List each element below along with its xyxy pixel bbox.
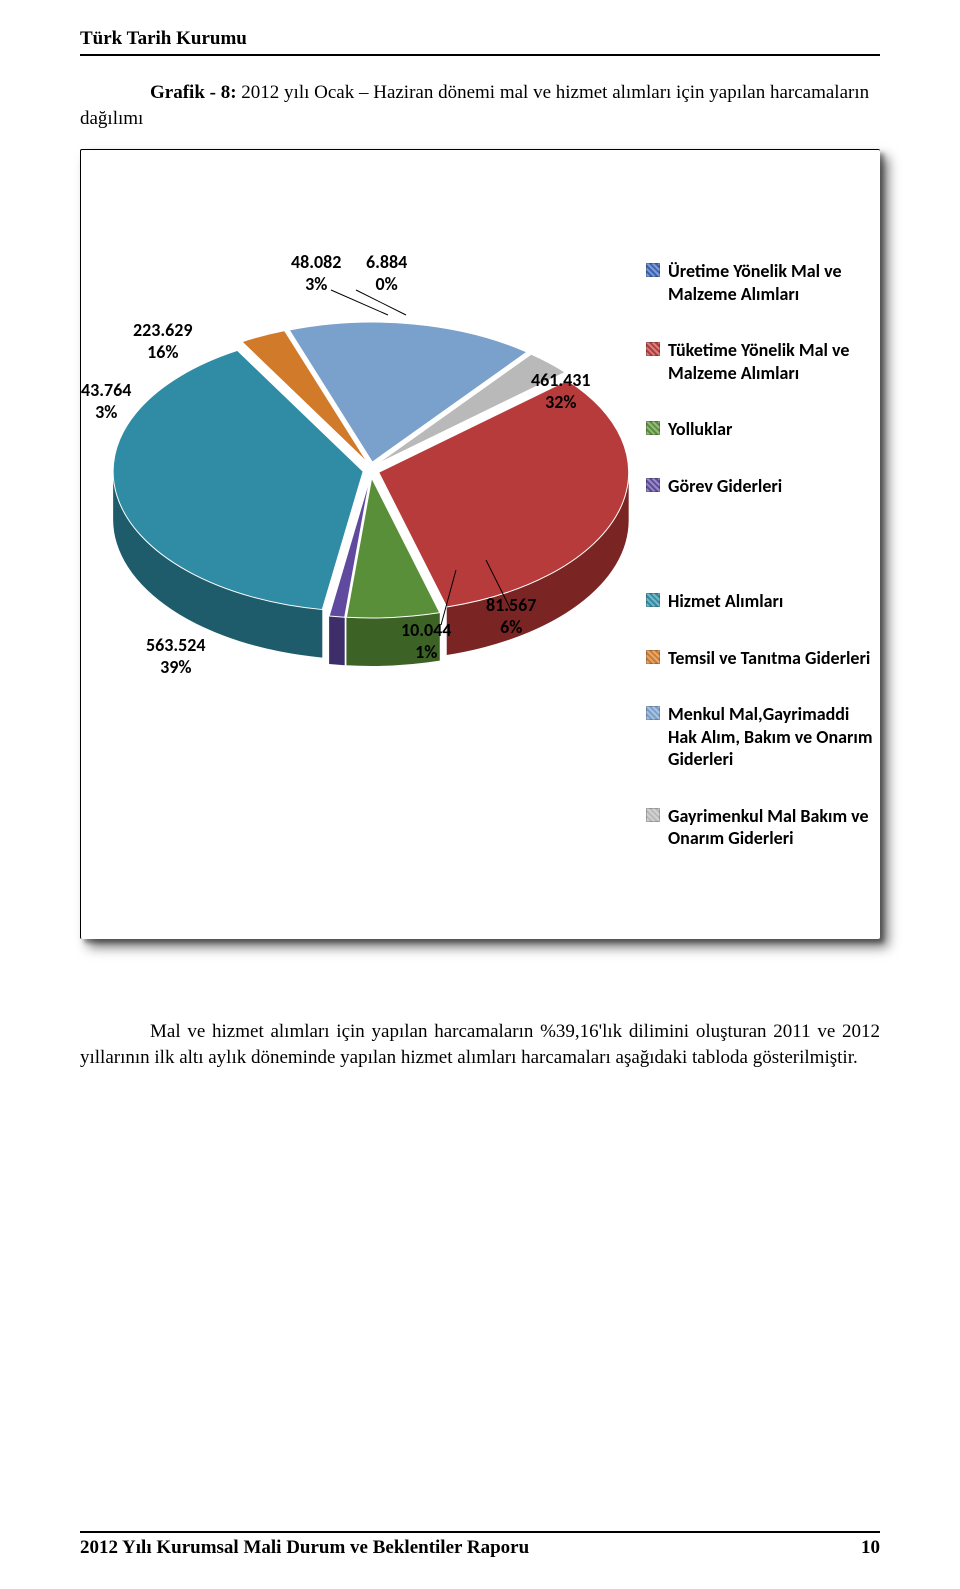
- legend-swatch: [646, 263, 660, 277]
- footer-page-number: 10: [861, 1537, 880, 1559]
- legend-label: Görev Giderleri: [668, 475, 782, 498]
- footer-left: 2012 Yılı Kurumsal Mali Durum ve Beklent…: [80, 1537, 529, 1559]
- legend-item: Tüketime Yönelik Mal ve Malzeme Alımları: [646, 339, 880, 384]
- legend-label: Hizmet Alımları: [668, 590, 783, 613]
- legend-label: Gayrimenkul Mal Bakım ve Onarım Giderler…: [668, 805, 880, 850]
- body-paragraph: Mal ve hizmet alımları için yapılan harc…: [80, 1019, 880, 1070]
- pie-data-label-value: 223.629: [133, 320, 193, 342]
- legend-item: Hizmet Alımları: [646, 590, 880, 613]
- legend-label: Menkul Mal,Gayrimaddi Hak Alım, Bakım ve…: [668, 703, 880, 771]
- legend-label: Tüketime Yönelik Mal ve Malzeme Alımları: [668, 339, 880, 384]
- legend-swatch: [646, 478, 660, 492]
- legend-group: Üretime Yönelik Mal ve Malzeme Alımları T…: [646, 260, 880, 531]
- legend-swatch: [646, 808, 660, 822]
- legend-label: Üretime Yönelik Mal ve Malzeme Alımları: [668, 260, 880, 305]
- pie-data-label-pct: 32%: [531, 392, 591, 414]
- legend-swatch: [646, 342, 660, 356]
- header-title: Türk Tarih Kurumu: [80, 28, 247, 49]
- pie-data-label: 461.43132%: [531, 370, 591, 413]
- legend-swatch: [646, 650, 660, 664]
- legend-label: Temsil ve Tanıtma Giderleri: [668, 647, 870, 670]
- pie-data-label-pct: 6%: [486, 617, 536, 639]
- legend-item: Gayrimenkul Mal Bakım ve Onarım Giderler…: [646, 805, 880, 850]
- pie-data-label-pct: 3%: [291, 274, 341, 296]
- page-footer: 2012 Yılı Kurumsal Mali Durum ve Beklent…: [80, 1531, 880, 1559]
- legend-swatch: [646, 421, 660, 435]
- page-header: Türk Tarih Kurumu: [80, 28, 880, 56]
- pie-data-label-value: 81.567: [486, 595, 536, 617]
- pie-data-label-value: 563.524: [146, 635, 206, 657]
- legend-item: Yolluklar: [646, 418, 880, 441]
- legend-label: Yolluklar: [668, 418, 732, 441]
- pie-data-label-pct: 3%: [81, 402, 131, 424]
- pie-data-label: 48.0823%: [291, 252, 341, 295]
- pie-data-label-pct: 1%: [401, 642, 451, 664]
- legend-group: Hizmet Alımları Temsil ve Tanıtma Giderle…: [646, 590, 880, 884]
- pie-data-label-pct: 39%: [146, 657, 206, 679]
- legend-item: Temsil ve Tanıtma Giderleri: [646, 647, 880, 670]
- legend-item: Menkul Mal,Gayrimaddi Hak Alım, Bakım ve…: [646, 703, 880, 771]
- pie-data-label: 563.52439%: [146, 635, 206, 678]
- pie-data-label: 223.62916%: [133, 320, 193, 363]
- pie-slice-side: [329, 616, 345, 665]
- pie-data-label-value: 10.044: [401, 620, 451, 642]
- pie-data-label-value: 43.764: [81, 380, 131, 402]
- legend-swatch: [646, 706, 660, 720]
- legend-item: Görev Giderleri: [646, 475, 880, 498]
- chart-panel: 461.43132% 81.5676% 10.0441% 563.52439% 43.7…: [80, 149, 880, 939]
- caption-strong: Grafik - 8:: [150, 82, 237, 103]
- legend-item: Üretime Yönelik Mal ve Malzeme Alımları: [646, 260, 880, 305]
- pie-chart: 461.43132% 81.5676% 10.0441% 563.52439% 43.7…: [81, 150, 880, 939]
- pie-data-label-value: 6.884: [366, 252, 407, 274]
- pie-data-label: 10.0441%: [401, 620, 451, 663]
- pie-data-label: 43.7643%: [81, 380, 131, 423]
- legend-swatch: [646, 593, 660, 607]
- figure-caption: Grafik - 8: 2012 yılı Ocak – Haziran dön…: [80, 80, 880, 131]
- pie-data-label-value: 461.431: [531, 370, 591, 392]
- pie-data-label: 81.5676%: [486, 595, 536, 638]
- pie-data-label-value: 48.082: [291, 252, 341, 274]
- pie-data-label-pct: 16%: [133, 342, 193, 364]
- pie-data-label: 6.8840%: [366, 252, 407, 295]
- pie-data-label-pct: 0%: [366, 274, 407, 296]
